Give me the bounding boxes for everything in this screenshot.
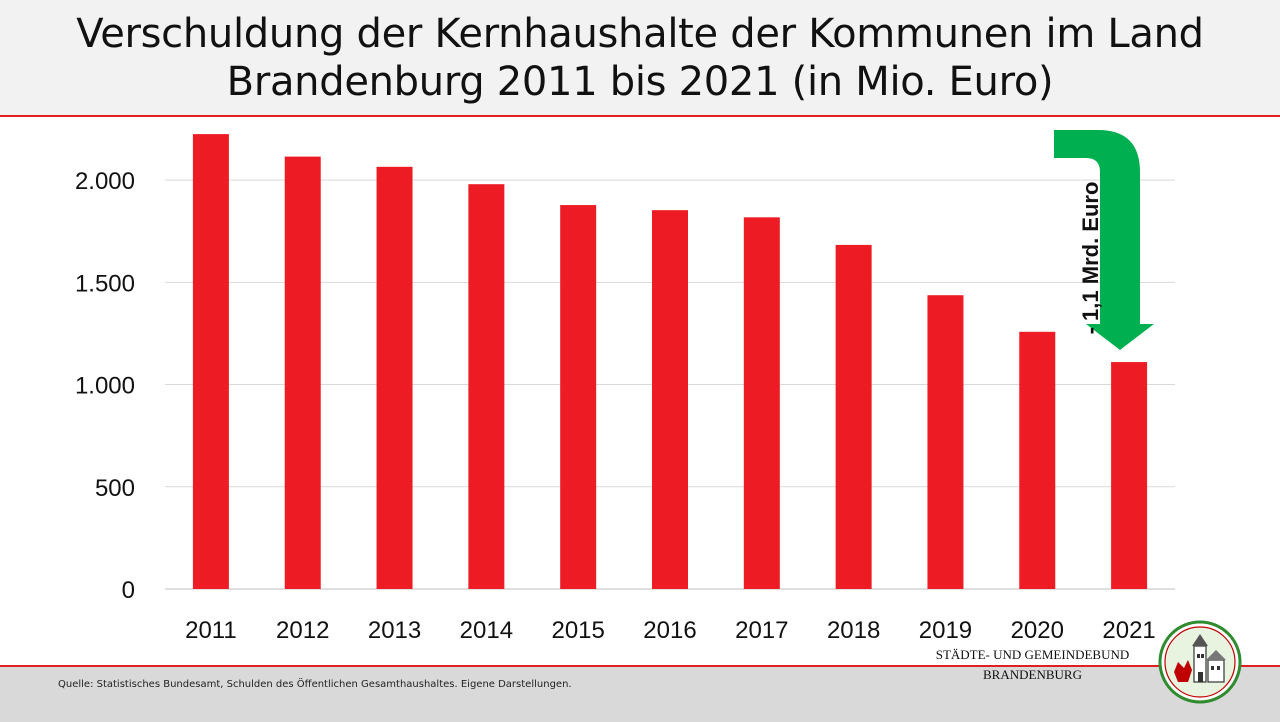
bar-2017 bbox=[743, 217, 780, 589]
y-tick-label: 1.500 bbox=[75, 270, 135, 297]
bar-2012 bbox=[284, 156, 321, 589]
source-note: Quelle: Statistisches Bundesamt, Schulde… bbox=[58, 679, 572, 690]
bar-2011 bbox=[192, 134, 229, 589]
bar-2015 bbox=[560, 205, 597, 589]
bar-2021 bbox=[1111, 362, 1148, 589]
bar-2013 bbox=[376, 166, 413, 590]
footer-bar: Quelle: Statistisches Bundesamt, Schulde… bbox=[0, 665, 1280, 722]
organization-line-1: Städte- und Gemeindebund bbox=[935, 647, 1130, 662]
organization-line-2: Brandenburg bbox=[983, 667, 1082, 682]
bar-2014 bbox=[468, 184, 505, 589]
chart-title: Verschuldung der Kernhaushalte der Kommu… bbox=[76, 10, 1204, 105]
arrow-annotation: - 1,1 Mrd. Euro bbox=[1054, 130, 1154, 350]
x-tick-label: 2019 bbox=[919, 617, 972, 644]
y-tick-label: 500 bbox=[95, 475, 135, 502]
organization-name: Städte- und Gemeindebund Brandenburg bbox=[905, 645, 1160, 685]
bar-2019 bbox=[927, 295, 964, 589]
y-axis-labels: 0 500 1.000 1.500 2.000 bbox=[75, 168, 135, 604]
bar-chart: 0 500 1.000 1.500 2.000 2011 2012 2013 2014 2015… bbox=[75, 130, 1175, 644]
bars bbox=[192, 134, 1148, 590]
y-tick-label: 2.000 bbox=[75, 168, 135, 195]
organization-logo-icon bbox=[1158, 620, 1242, 704]
x-tick-label: 2018 bbox=[827, 617, 880, 644]
down-arrow-icon bbox=[1054, 130, 1154, 350]
reduction-annotation: - 1,1 Mrd. Euro bbox=[1078, 182, 1103, 335]
x-tick-label: 2014 bbox=[460, 617, 513, 644]
x-tick-label: 2020 bbox=[1011, 617, 1064, 644]
x-tick-label: 2013 bbox=[368, 617, 421, 644]
x-tick-label: 2017 bbox=[735, 617, 788, 644]
x-axis-labels: 2011 2012 2013 2014 2015 2016 2017 2018 2019 2020… bbox=[185, 617, 1156, 644]
bar-2018 bbox=[835, 244, 872, 590]
x-tick-label: 2021 bbox=[1102, 617, 1155, 644]
bar-2020 bbox=[1019, 331, 1056, 589]
x-tick-label: 2011 bbox=[185, 617, 237, 644]
title-bar: Verschuldung der Kernhaushalte der Kommu… bbox=[0, 0, 1280, 117]
x-tick-label: 2012 bbox=[276, 617, 329, 644]
y-tick-label: 0 bbox=[122, 577, 135, 604]
x-tick-label: 2015 bbox=[551, 617, 604, 644]
bar-2016 bbox=[652, 210, 688, 590]
y-tick-label: 1.000 bbox=[75, 373, 135, 400]
x-tick-label: 2016 bbox=[643, 617, 696, 644]
